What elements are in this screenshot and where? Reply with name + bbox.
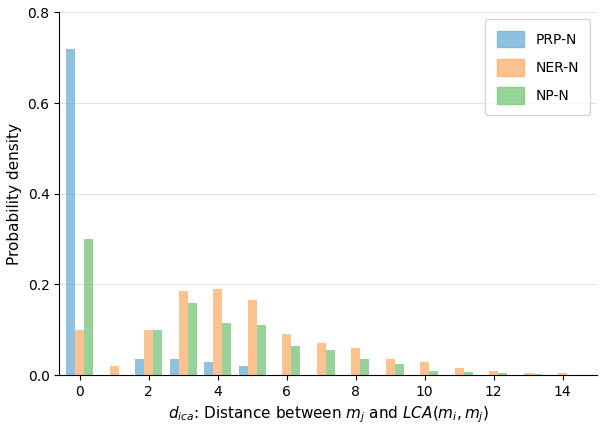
Bar <box>352 348 360 375</box>
Bar <box>533 374 542 375</box>
Bar <box>326 350 335 375</box>
Bar <box>222 323 231 375</box>
Bar <box>135 359 144 375</box>
Bar <box>316 343 326 375</box>
Bar <box>179 291 188 375</box>
X-axis label: $d_{ica}$: Distance between $m_j$ and $LCA(m_i, m_j)$: $d_{ica}$: Distance between $m_j$ and $L… <box>168 404 489 425</box>
Bar <box>429 371 438 375</box>
Bar <box>386 359 394 375</box>
Bar <box>144 330 153 375</box>
Bar <box>360 359 369 375</box>
Bar <box>248 300 257 375</box>
Bar <box>76 330 85 375</box>
Bar <box>455 368 464 375</box>
Bar <box>85 239 94 375</box>
Bar <box>170 359 179 375</box>
Bar <box>257 325 266 375</box>
Bar <box>524 373 533 375</box>
Bar <box>188 303 197 375</box>
Y-axis label: Probability density: Probability density <box>7 123 22 265</box>
Bar <box>394 364 403 375</box>
Bar <box>239 366 248 375</box>
Bar <box>282 334 291 375</box>
Bar <box>558 373 567 375</box>
Bar <box>110 366 119 375</box>
Legend: PRP-N, NER-N, NP-N: PRP-N, NER-N, NP-N <box>486 19 590 114</box>
Bar <box>213 289 222 375</box>
Bar <box>153 330 162 375</box>
Bar <box>291 346 300 375</box>
Bar <box>489 371 498 375</box>
Bar <box>498 373 507 375</box>
Bar <box>464 372 472 375</box>
Bar <box>66 49 76 375</box>
Bar <box>420 362 429 375</box>
Bar <box>204 362 213 375</box>
